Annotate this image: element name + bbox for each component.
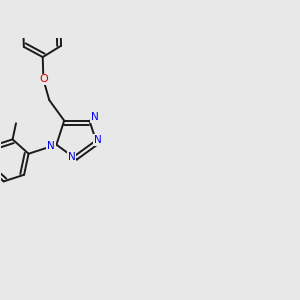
- Text: N: N: [94, 135, 102, 145]
- Text: N: N: [68, 152, 75, 162]
- Text: N: N: [91, 112, 99, 122]
- Text: N: N: [47, 141, 55, 151]
- Text: O: O: [39, 74, 48, 85]
